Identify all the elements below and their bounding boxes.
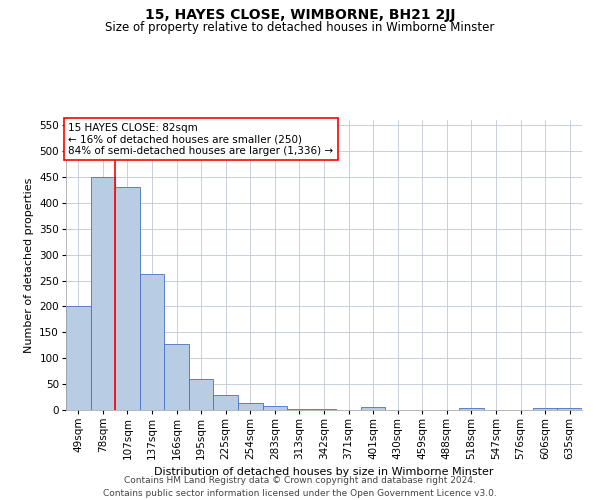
Bar bbox=[91, 177, 115, 410]
Bar bbox=[312, 409, 336, 410]
Y-axis label: Number of detached properties: Number of detached properties bbox=[24, 178, 34, 352]
X-axis label: Distribution of detached houses by size in Wimborne Minster: Distribution of detached houses by size … bbox=[154, 468, 494, 477]
Bar bbox=[287, 409, 312, 410]
Text: Contains HM Land Registry data © Crown copyright and database right 2024.
Contai: Contains HM Land Registry data © Crown c… bbox=[103, 476, 497, 498]
Text: 15, HAYES CLOSE, WIMBORNE, BH21 2JJ: 15, HAYES CLOSE, WIMBORNE, BH21 2JJ bbox=[145, 8, 455, 22]
Text: Size of property relative to detached houses in Wimborne Minster: Size of property relative to detached ho… bbox=[106, 21, 494, 34]
Bar bbox=[238, 403, 263, 410]
Bar bbox=[140, 274, 164, 410]
Bar bbox=[361, 407, 385, 410]
Bar bbox=[189, 379, 214, 410]
Bar bbox=[66, 306, 91, 410]
Text: 15 HAYES CLOSE: 82sqm
← 16% of detached houses are smaller (250)
84% of semi-det: 15 HAYES CLOSE: 82sqm ← 16% of detached … bbox=[68, 122, 334, 156]
Bar bbox=[115, 188, 140, 410]
Bar bbox=[164, 344, 189, 410]
Bar bbox=[557, 408, 582, 410]
Bar bbox=[214, 395, 238, 410]
Bar bbox=[263, 406, 287, 410]
Bar bbox=[459, 408, 484, 410]
Bar bbox=[533, 408, 557, 410]
